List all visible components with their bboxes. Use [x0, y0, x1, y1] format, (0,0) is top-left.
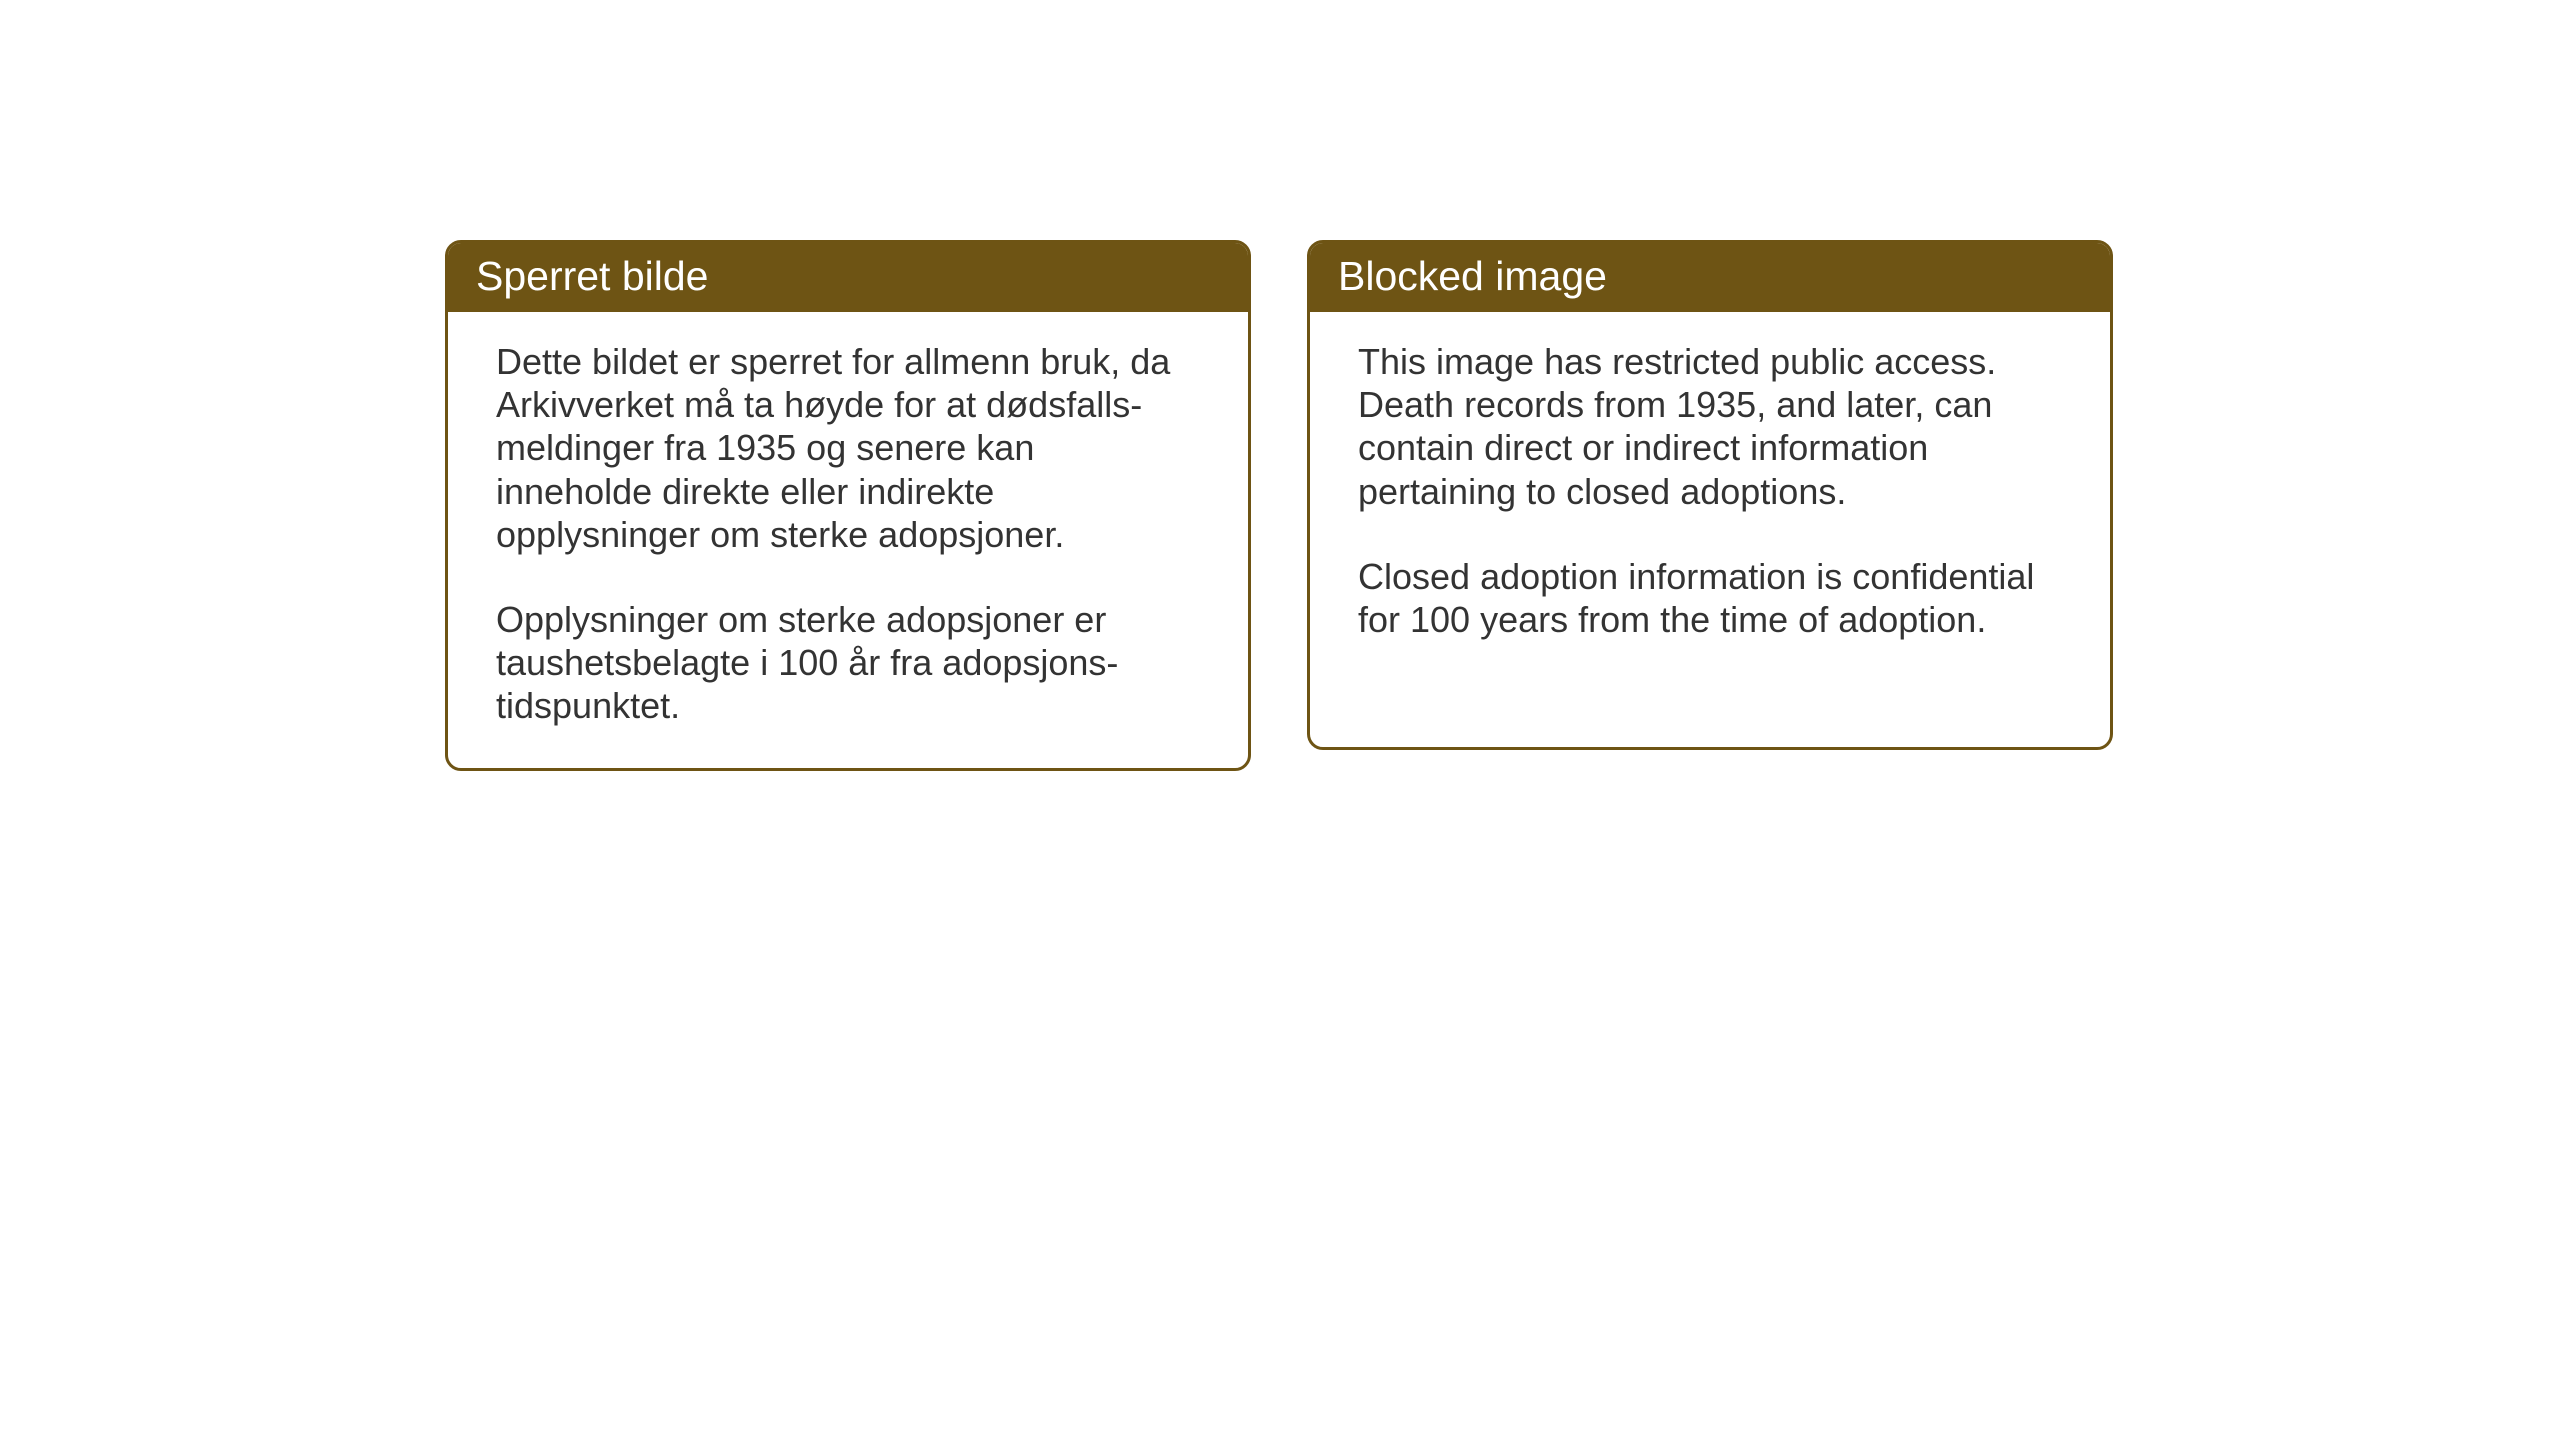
notice-card-norwegian: Sperret bilde Dette bildet er sperret fo… — [445, 240, 1251, 771]
notice-card-english: Blocked image This image has restricted … — [1307, 240, 2113, 750]
card-header-english: Blocked image — [1310, 243, 2110, 312]
card-body-english: This image has restricted public access.… — [1310, 312, 2110, 681]
card-header-norwegian: Sperret bilde — [448, 243, 1248, 312]
card-paragraph-1-norwegian: Dette bildet er sperret for allmenn bruk… — [496, 340, 1200, 556]
card-paragraph-2-english: Closed adoption information is confident… — [1358, 555, 2062, 641]
notice-container: Sperret bilde Dette bildet er sperret fo… — [445, 240, 2113, 771]
card-paragraph-2-norwegian: Opplysninger om sterke adopsjoner er tau… — [496, 598, 1200, 728]
card-paragraph-1-english: This image has restricted public access.… — [1358, 340, 2062, 513]
card-body-norwegian: Dette bildet er sperret for allmenn bruk… — [448, 312, 1248, 768]
